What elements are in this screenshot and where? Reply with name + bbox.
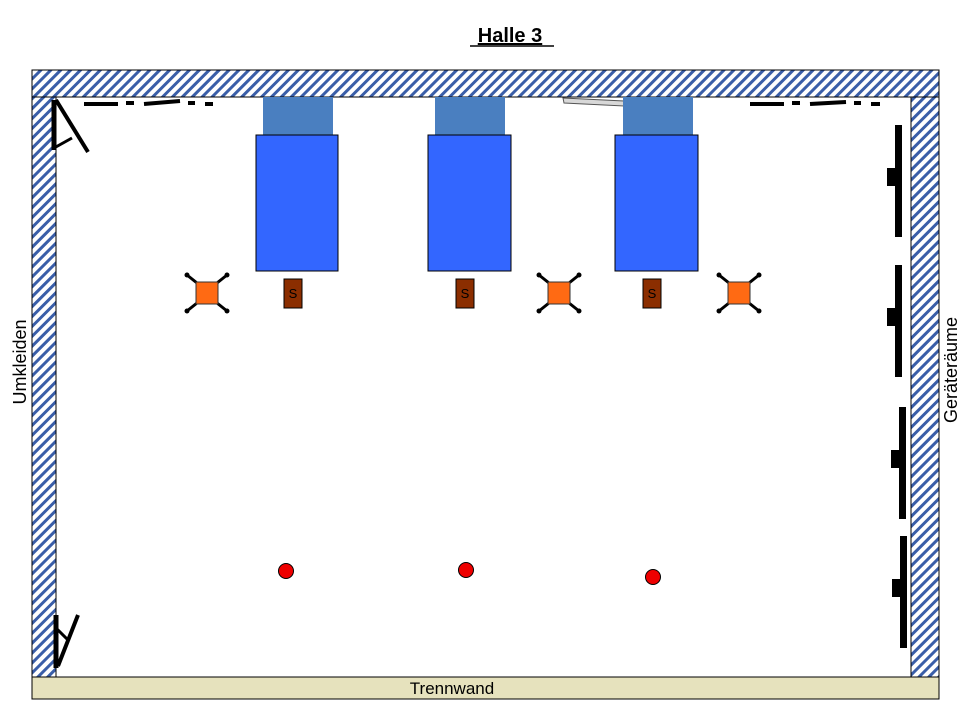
mat-3 [614, 134, 699, 272]
hall-title: Halle 3 [478, 25, 542, 47]
dash-dot-line-left [84, 99, 213, 106]
goal-marker-3: S [642, 278, 662, 309]
basket-board-3 [623, 97, 693, 135]
equipment-room-door-4-icon [892, 536, 907, 648]
top-wall [31, 69, 940, 98]
right-wall [910, 96, 940, 678]
equipment-trampoline-2 [536, 272, 582, 314]
bench-icon [562, 97, 625, 107]
equipment-trampoline-1 [184, 272, 230, 314]
goal-marker-1-label: S [289, 286, 298, 301]
dash-dot-line-right [750, 100, 880, 106]
goal-marker-2: S [455, 278, 475, 309]
goal-marker-1: S [283, 278, 303, 309]
goal-marker-2-label: S [461, 286, 470, 301]
equipment-room-door-1-icon [887, 125, 902, 237]
equipment-room-door-3-icon [891, 407, 906, 519]
basket-board-1 [263, 97, 333, 135]
ball-1-icon [278, 563, 294, 579]
door-bottom-left-icon [53, 614, 80, 668]
equipment-room-door-2-icon [887, 265, 902, 377]
ball-3-icon [645, 569, 661, 585]
right-side-label: Geräteräume [941, 317, 960, 423]
partition-wall [31, 676, 940, 700]
ball-2-icon [458, 562, 474, 578]
goal-marker-3-label: S [648, 286, 657, 301]
left-side-label: Umkleiden [10, 319, 30, 404]
mat-2 [427, 134, 512, 272]
mat-1 [255, 134, 339, 272]
basket-board-2 [435, 97, 505, 135]
partition-label: Trennwand [410, 679, 494, 698]
equipment-trampoline-3 [716, 272, 762, 314]
door-top-left-icon [51, 98, 90, 154]
left-wall [31, 96, 57, 678]
